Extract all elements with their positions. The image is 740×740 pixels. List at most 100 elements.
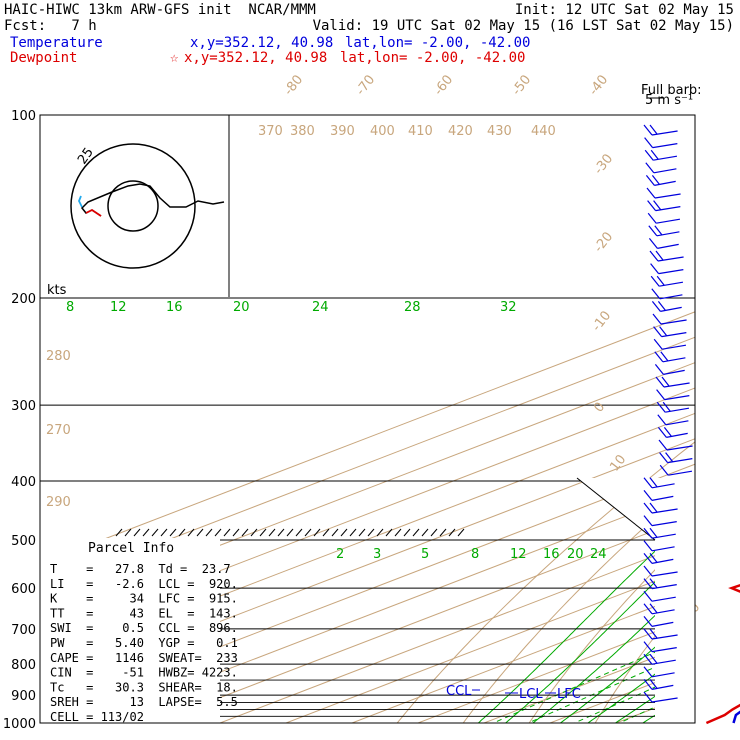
dry-adiabat-line xyxy=(722,115,740,736)
wind-barb xyxy=(660,319,687,325)
dry-adiabat-line xyxy=(594,587,695,723)
sounding-series: ELMCCLLCLLFC xyxy=(446,584,740,725)
isotherm-line xyxy=(152,514,695,723)
legend-dewpoint-latlon: lat,lon= -2.00, -42.00 xyxy=(340,50,526,66)
wind-barb xyxy=(665,407,690,413)
wind-barb xyxy=(651,659,676,665)
wind-barb xyxy=(656,231,680,237)
theta-label: 290 xyxy=(46,495,71,510)
isotherm-label: -80 xyxy=(281,72,306,98)
mixing-ratio-label: 12 xyxy=(510,547,527,562)
wind-barb xyxy=(651,609,675,615)
isotherm-line xyxy=(40,463,695,717)
parcel-info-title: Parcel Info xyxy=(88,541,174,556)
theta-label: 280 xyxy=(46,349,71,364)
hodograph-trace-start xyxy=(78,195,83,208)
mixing-ratio-label: 24 xyxy=(312,300,329,315)
wind-barb xyxy=(657,243,679,249)
isotherm-label: -20 xyxy=(591,229,616,255)
isotherm-label: -30 xyxy=(591,151,616,177)
temperature-profile xyxy=(732,710,740,724)
wind-barb xyxy=(651,596,676,602)
pressure-tick-label: 700 xyxy=(11,623,36,638)
pressure-tick-label: 600 xyxy=(11,582,36,597)
theta-label: 390 xyxy=(330,124,355,139)
wind-barb xyxy=(651,508,678,514)
wind-barb xyxy=(664,395,690,401)
wind-barb xyxy=(661,332,687,338)
wind-barb xyxy=(655,206,681,212)
wind-barb xyxy=(668,470,693,476)
moist-adiabat-line xyxy=(701,291,740,736)
legend-temperature: Temperature xyxy=(10,35,103,51)
legend-dewpoint-xy: x,y=352.12, 40.98 xyxy=(184,50,328,66)
isotherm-line xyxy=(86,489,695,723)
wind-barb xyxy=(663,369,685,375)
isotherm-line xyxy=(40,311,695,565)
mixing-ratio-line xyxy=(705,540,740,736)
pressure-tick-label: 800 xyxy=(11,658,36,673)
wind-barb xyxy=(652,143,678,149)
wind-barb xyxy=(662,357,686,363)
isotherm-line xyxy=(350,590,695,723)
hodograph-trace xyxy=(80,183,225,217)
isobar-hatch-500 xyxy=(115,528,465,537)
wind-barb xyxy=(653,168,677,174)
parcel-info-row: SREH = 13 LAPSE= 5.5 xyxy=(50,695,238,709)
moist-adiabat-line xyxy=(587,642,695,723)
mixing-ratio-label: 2 xyxy=(336,547,344,562)
parcel-info-row: T = 27.8 Td = 23.7 xyxy=(50,562,231,576)
wind-barb xyxy=(651,521,677,527)
wind-barb xyxy=(659,281,684,287)
hodograph-ring-inner xyxy=(107,180,159,232)
mixing-ratio-label: 28 xyxy=(404,300,421,315)
wind-barb xyxy=(651,571,678,577)
mixing-ratio-lines xyxy=(477,291,740,736)
wind-barb xyxy=(654,193,681,199)
isotherm-label: -10 xyxy=(589,308,614,334)
parcel-info-row: CIN = -51 HWBZ= 4223. xyxy=(50,666,238,680)
isotherm-label: -50 xyxy=(509,72,534,98)
parcel-info-row: SWI = 0.5 CCL = 896. xyxy=(50,621,238,635)
mixing-ratio-label: 20 xyxy=(567,547,584,562)
parcel-info-row: TT = 43 EL = 143. xyxy=(50,606,238,620)
wind-barb xyxy=(666,445,693,451)
wind-barb xyxy=(651,546,675,552)
wind-barb xyxy=(665,420,689,426)
wind-barbs xyxy=(643,124,693,703)
mixing-ratio-label: 16 xyxy=(166,300,183,315)
header-model-title: HAIC-HIWC 13km ARW-GFS init NCAR/MMM xyxy=(4,2,316,18)
pressure-tick-label: 100 xyxy=(11,109,36,124)
pressure-tick-label: 300 xyxy=(11,399,36,414)
wind-barb xyxy=(660,306,682,312)
wind-barb xyxy=(651,634,678,640)
wind-barb xyxy=(658,269,684,275)
pressure-tick-label: 200 xyxy=(11,292,36,307)
mixing-ratio-label: 3 xyxy=(373,547,381,562)
hodograph-trace-low xyxy=(85,208,102,217)
barb-header-line1: Full barb: xyxy=(641,83,702,98)
dry-adiabat-line xyxy=(462,481,695,723)
isotherm-line xyxy=(284,565,695,723)
parcel-info-box: Parcel Info T = 27.8 Td = 23.7LI = -2.6 L… xyxy=(40,538,238,724)
theta-label: 420 xyxy=(448,124,473,139)
wind-barb xyxy=(651,621,674,627)
wind-barb xyxy=(651,647,677,653)
wind-barb xyxy=(651,697,678,703)
mixing-ratio-line xyxy=(618,688,695,723)
isotherm-line xyxy=(40,362,695,616)
theta-label: 430 xyxy=(487,124,512,139)
mixing-ratio-label: 8 xyxy=(66,300,74,315)
lfc-label: LFC xyxy=(557,687,581,702)
legend-dewpoint: Dewpoint xyxy=(10,50,78,66)
isotherm-label: 0 xyxy=(591,400,608,416)
wind-barb xyxy=(657,256,684,262)
wind-barb xyxy=(654,180,676,186)
isotherm-line xyxy=(218,539,695,723)
dry-adiabat-line xyxy=(396,441,695,723)
header-init-time: Init: 12 UTC Sat 02 May 15 xyxy=(514,2,734,18)
hodograph-kts-label: kts xyxy=(47,283,67,298)
theta-label: 380 xyxy=(290,124,315,139)
wind-barb xyxy=(651,495,674,501)
mixing-ratio-label: 32 xyxy=(500,300,517,315)
